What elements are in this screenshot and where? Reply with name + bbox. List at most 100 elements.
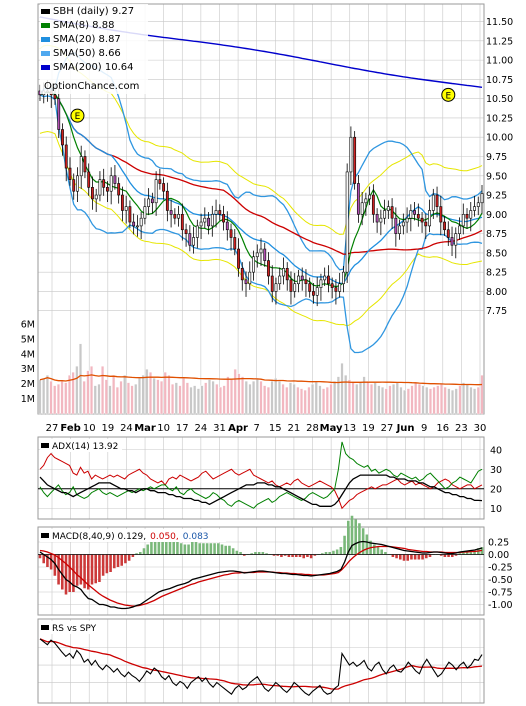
macd-histogram-bar <box>380 549 384 555</box>
macd-histogram-bar <box>98 554 101 582</box>
price-candle <box>147 198 151 207</box>
x-tick-label: 21 <box>288 423 301 434</box>
x-tick-label: Feb <box>60 423 80 434</box>
volume-bar <box>233 369 237 415</box>
price-candle <box>259 248 263 254</box>
x-tick-label: 23 <box>455 423 468 434</box>
macd-histogram-bar <box>202 543 205 555</box>
macd-histogram-bar <box>164 540 168 555</box>
price-candle <box>480 193 484 204</box>
price-candle <box>450 237 454 246</box>
price-candle <box>102 179 106 188</box>
macd-histogram-bar <box>157 538 161 555</box>
macd-histogram-bar <box>86 554 90 590</box>
macd-histogram-bar <box>235 550 239 555</box>
macd-histogram-bar <box>38 554 42 559</box>
macd-histogram-bar <box>339 547 343 555</box>
volume-bar <box>425 386 429 415</box>
volume-bar <box>454 388 458 415</box>
price-candle <box>222 214 225 223</box>
volume-bar <box>174 382 178 415</box>
volume-bar <box>410 385 414 415</box>
price-candle <box>383 210 387 219</box>
macd-histogram-bar <box>168 542 172 555</box>
volume-bar <box>185 382 189 415</box>
price-legend-box <box>40 4 148 94</box>
volume-bar <box>115 386 119 415</box>
volume-bar <box>160 381 163 415</box>
volume-bar <box>119 381 123 415</box>
macd-histogram-bar <box>328 552 332 555</box>
macd-histogram-bar <box>205 543 209 555</box>
price-candle <box>177 214 181 219</box>
volume-bar <box>311 384 314 415</box>
macd-legend-hist: 0.083 <box>183 532 209 542</box>
volume-bar <box>134 384 138 415</box>
macd-histogram-bar <box>64 554 68 595</box>
volume-bar <box>347 379 351 415</box>
price-candle <box>207 217 210 227</box>
price-y-tick-label: 10.00 <box>486 133 513 144</box>
price-candle <box>349 136 353 173</box>
volume-bar <box>329 384 333 415</box>
volume-bar <box>97 384 101 415</box>
watermark-text: OptionChance.com <box>44 81 139 92</box>
price-candle <box>237 248 240 269</box>
macd-y-tick-label: -0.75 <box>488 588 513 599</box>
volume-bar <box>451 389 454 415</box>
volume-bar <box>465 384 469 415</box>
volume-layer <box>38 343 484 415</box>
envelope-lower-line <box>39 130 483 327</box>
macd-histogram-bar <box>198 543 202 555</box>
adx-y-tick-label: 30 <box>490 465 502 476</box>
price-candle <box>390 206 394 219</box>
rs-line <box>39 638 483 697</box>
price-candle <box>173 214 177 219</box>
volume-bar <box>277 381 281 415</box>
volume-bar <box>60 381 64 415</box>
axis-labels: 27 Feb 10 19 24 Mar 10 17 24 31 Apr 7 15 21 28 May 13 19 2… <box>21 17 513 611</box>
macd-y-tick-label: -0.50 <box>488 575 513 586</box>
adx-y-tick-label: 20 <box>490 484 502 495</box>
price-candle <box>83 156 87 173</box>
macd-legend-swatch <box>41 533 49 538</box>
macd-histogram-bar <box>302 554 306 559</box>
macd-histogram-bar <box>105 554 109 574</box>
macd-histogram-bar <box>209 543 213 555</box>
rs-sma-line <box>39 638 483 690</box>
macd-histogram-bar <box>410 554 413 560</box>
volume-y-tick-label: 5M <box>21 334 35 345</box>
price-candle <box>386 206 390 211</box>
volume-bar <box>167 375 171 415</box>
macd-legend-value: MACD(8,40,9) 0.129, <box>52 532 146 542</box>
legend-swatch <box>41 23 50 28</box>
price-candle <box>458 225 461 234</box>
volume-bar <box>480 375 484 415</box>
price-candle <box>184 229 188 234</box>
x-tick-label: Jun <box>396 423 415 434</box>
price-candle <box>473 206 476 211</box>
price-candle <box>405 217 409 223</box>
price-candle <box>345 171 349 273</box>
volume-bar <box>399 386 403 415</box>
macd-histogram-bar <box>220 544 224 555</box>
volume-bar <box>336 376 340 415</box>
macd-histogram-bar <box>421 554 424 560</box>
legend-label: SBH (daily) 9.27 <box>53 6 134 17</box>
price-candle <box>143 206 147 219</box>
rs-layer <box>39 638 483 697</box>
sma50-line <box>39 91 483 255</box>
macd-histogram-bar <box>79 554 83 585</box>
macd-histogram-bar <box>224 545 228 555</box>
price-candle <box>188 233 192 246</box>
adx-legend-swatch <box>41 443 49 448</box>
macd-histogram-bar <box>153 539 157 555</box>
adx-panel-frame <box>37 436 485 520</box>
price-candle <box>371 194 375 215</box>
volume-bar <box>270 381 274 415</box>
rs-panel-frame <box>37 618 485 704</box>
price-candle <box>435 194 439 207</box>
price-candle <box>312 291 315 296</box>
price-candle <box>409 210 413 219</box>
x-tick-label: 15 <box>269 423 282 434</box>
